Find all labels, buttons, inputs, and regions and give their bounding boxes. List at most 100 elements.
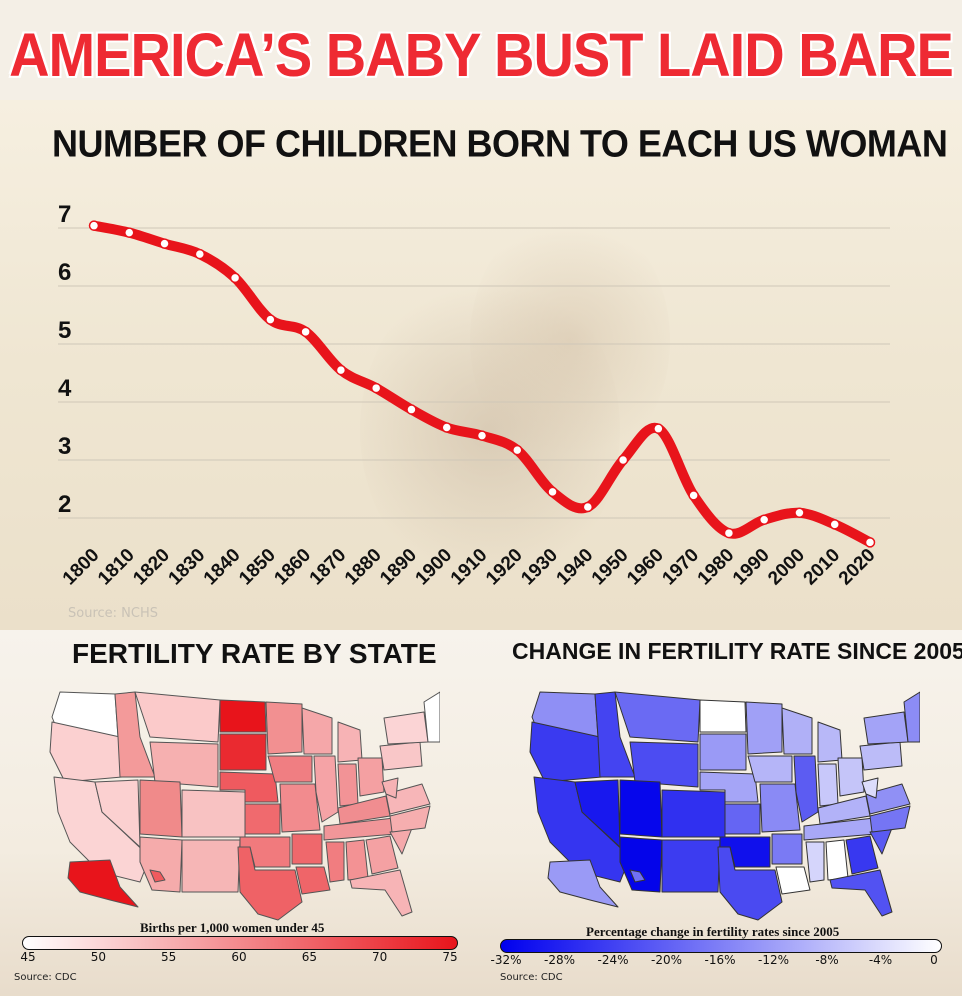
legend-tick-label: -4% <box>868 953 893 967</box>
legend-tick-label: 65 <box>301 950 317 964</box>
state-wi <box>781 707 813 755</box>
headline: AMERICA’S BABY BUST LAID BARE <box>9 19 954 90</box>
state-il <box>793 755 819 823</box>
data-point-1830 <box>194 248 206 260</box>
state-az <box>139 836 183 893</box>
x-tick-label: 1850 <box>235 545 280 590</box>
x-tick-label: 1880 <box>341 545 386 590</box>
legend-tick-label: -12% <box>757 953 790 967</box>
state-hi <box>629 869 646 883</box>
state-ms <box>325 841 345 883</box>
legend-tick-label: -32% <box>490 953 522 967</box>
x-tick-label: 2000 <box>764 545 809 590</box>
state-in <box>817 763 839 807</box>
grid-lines <box>58 227 890 519</box>
right-source: Source: CDC <box>500 972 563 983</box>
x-tick-label: 1900 <box>412 545 457 590</box>
state-nc <box>869 805 911 833</box>
state-fl <box>349 869 413 917</box>
x-tick-label: 1940 <box>553 545 598 590</box>
data-point-1840 <box>229 272 241 284</box>
state-co <box>181 789 246 838</box>
state-ut <box>619 779 663 838</box>
state-ak <box>547 859 619 908</box>
state-nd <box>699 699 747 733</box>
x-tick-label: 2010 <box>800 545 845 590</box>
x-axis-ticks: 1800181018201830184018501860187018801890… <box>59 545 880 590</box>
x-tick-label: 1960 <box>623 545 668 590</box>
x-tick-label: 1820 <box>129 545 174 590</box>
state-mo <box>279 783 321 833</box>
x-tick-label: 1870 <box>306 545 351 590</box>
state-ar <box>771 833 803 865</box>
data-point-2010 <box>829 519 840 530</box>
state-ms <box>805 841 825 883</box>
data-point-1950 <box>617 454 629 466</box>
data-point-1920 <box>512 444 523 456</box>
state-az <box>619 836 663 893</box>
legend-tick-label: 60 <box>231 950 247 964</box>
legend-tick-label: 55 <box>161 950 177 964</box>
state-ar <box>291 833 323 865</box>
legend-tick-label: -24% <box>597 953 629 967</box>
state-sd <box>219 733 267 771</box>
state-new-england <box>903 691 920 743</box>
legend-tick-label: 45 <box>20 950 36 964</box>
y-tick-label: 3 <box>58 433 71 460</box>
state-ks <box>244 803 281 835</box>
state-hi <box>149 869 166 883</box>
left-source: Source: CDC <box>14 972 77 983</box>
chart-background <box>0 100 962 630</box>
data-point-1990 <box>758 514 770 525</box>
x-tick-label: 1830 <box>165 545 210 590</box>
state-ak <box>67 859 139 908</box>
left-legend-label: Births per 1,000 women under 45 <box>140 920 325 935</box>
state-nm <box>661 839 721 893</box>
state-wv <box>381 777 399 799</box>
data-point-1850 <box>265 314 276 325</box>
state-mi <box>337 721 363 763</box>
x-tick-label: 1840 <box>200 545 245 590</box>
chart-title: NUMBER OF CHILDREN BORN TO EACH US WOMAN <box>52 122 948 166</box>
right-legend-bar <box>500 939 942 953</box>
y-tick-label: 4 <box>58 375 72 402</box>
state-la <box>295 866 331 895</box>
data-point-1900 <box>441 422 452 433</box>
state-ga <box>365 835 399 875</box>
state-pa <box>859 741 903 771</box>
state-mn <box>745 701 783 755</box>
legend-tick-label: -20% <box>650 953 683 967</box>
x-tick-label: 1860 <box>270 545 315 590</box>
state-il <box>313 755 339 823</box>
chart-source: Source: NCHS <box>68 606 158 621</box>
data-point-1970 <box>688 490 699 501</box>
legend-tick-label: -28% <box>543 953 576 967</box>
data-point-1890 <box>406 404 417 415</box>
state-al <box>345 839 369 881</box>
x-tick-label: 1980 <box>694 545 739 590</box>
data-point-2000 <box>794 507 805 519</box>
state-mi <box>817 721 843 763</box>
state-nc <box>389 805 431 833</box>
state-sd <box>699 733 747 771</box>
state-mn <box>265 701 303 755</box>
y-tick-label: 6 <box>58 259 71 286</box>
x-tick-label: 1890 <box>376 545 421 590</box>
legend-tick-label: 70 <box>372 950 388 964</box>
x-tick-label: 1910 <box>447 545 492 590</box>
state-ia <box>267 755 313 783</box>
x-tick-label: 1950 <box>588 545 633 590</box>
state-mt <box>134 691 221 743</box>
x-tick-label: 1930 <box>517 545 562 590</box>
state-ut <box>139 779 183 838</box>
legend-tick-label: -8% <box>815 953 839 967</box>
y-tick-label: 7 <box>58 201 71 228</box>
x-tick-label: 1800 <box>59 545 104 590</box>
data-point-1940 <box>582 501 594 513</box>
state-tx <box>717 846 783 921</box>
state-pa <box>379 741 423 771</box>
left-legend-bar <box>22 936 458 950</box>
state-wi <box>301 707 333 755</box>
data-point-1930 <box>547 486 558 498</box>
